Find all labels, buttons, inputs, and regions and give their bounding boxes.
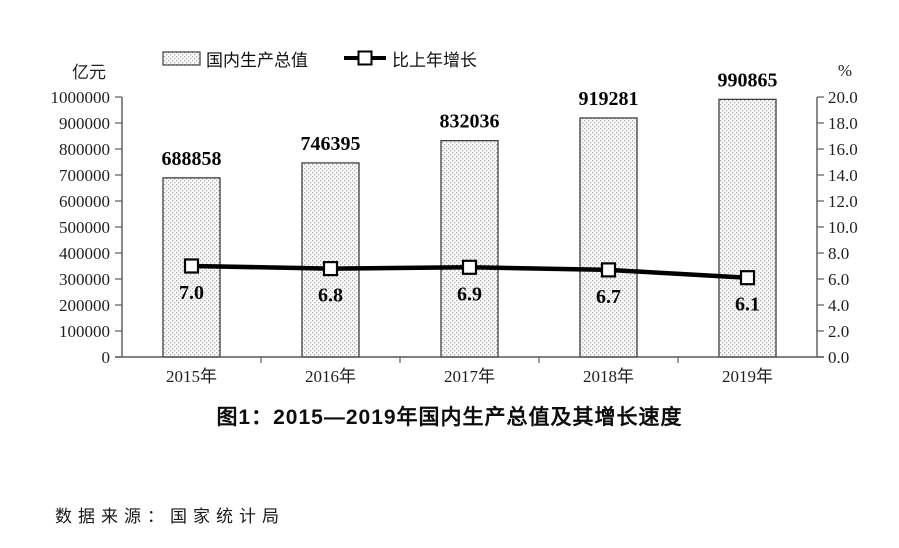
right-axis-tick-label: 14.0 [828, 166, 858, 185]
chart-svg: 国内生产总值 比上年增长 亿元 % 0 100000 200000 300000 400… [51, 50, 858, 386]
right-axis-tick-label: 18.0 [828, 114, 858, 133]
left-axis-tick-label: 300000 [59, 270, 110, 289]
x-axis-category-label: 2016年 [305, 367, 356, 386]
bar-value-label: 688858 [162, 148, 222, 170]
left-axis-tick-label: 700000 [59, 166, 110, 185]
line-marker [600, 262, 617, 278]
left-axis-tick-label: 800000 [59, 140, 110, 159]
right-axis-tick-label: 8.0 [828, 244, 849, 263]
x-axis-category-label: 2018年 [583, 367, 634, 386]
left-axis-tick-label: 400000 [59, 244, 110, 263]
data-labels-group: 688858 746395 832036 919281 990865 7.0 6.8 6.9 6… [162, 69, 778, 315]
left-axis-tick-label: 900000 [59, 114, 110, 133]
chart-title: 图1：2015—2019年国内生产总值及其增长速度 [216, 406, 683, 429]
line-marker [322, 261, 339, 277]
legend-bar-swatch-icon [162, 51, 201, 66]
x-axis-category-label: 2015年 [166, 367, 217, 386]
right-axis-tick-label: 4.0 [828, 296, 849, 315]
line-series-group [183, 258, 756, 286]
bar-value-label: 919281 [579, 88, 639, 110]
right-axis-tick-label: 2.0 [828, 322, 849, 341]
legend-marker-swatch-icon [357, 50, 373, 66]
line-marker [739, 270, 756, 286]
ticks-group: 0 100000 200000 300000 400000 500000 600000 700… [51, 88, 858, 386]
bar [718, 98, 777, 358]
x-axis-category-label: 2017年 [444, 367, 495, 386]
right-axis-tick-label: 16.0 [828, 140, 858, 159]
bar [301, 162, 360, 358]
bar-value-label: 746395 [301, 133, 361, 155]
bar-value-label: 990865 [718, 69, 778, 91]
line-marker [461, 259, 478, 275]
line-value-label: 6.7 [596, 286, 621, 308]
legend-label-growth: 比上年增长 [392, 51, 477, 70]
left-axis-tick-label: 600000 [59, 192, 110, 211]
bar-value-label: 832036 [440, 111, 500, 133]
bar [579, 117, 638, 358]
line-value-label: 6.8 [318, 285, 343, 307]
left-axis-tick-label: 200000 [59, 296, 110, 315]
right-axis-tick-label: 10.0 [828, 218, 858, 237]
right-axis-unit-label: % [838, 61, 852, 80]
left-axis-unit-label: 亿元 [72, 63, 106, 82]
line-marker [183, 258, 200, 274]
chart-legend: 国内生产总值 比上年增长 [162, 50, 477, 70]
legend-label-gdp: 国内生产总值 [206, 51, 308, 70]
x-axis-category-label: 2019年 [722, 367, 773, 386]
right-axis-tick-label: 20.0 [828, 88, 858, 107]
right-axis-tick-label: 6.0 [828, 270, 849, 289]
data-source-note: 数据来源：国家统计局 [55, 507, 285, 526]
line-value-label: 7.0 [179, 282, 204, 304]
left-axis-tick-label: 1000000 [51, 88, 111, 107]
line-value-label: 6.9 [457, 283, 482, 305]
left-axis-tick-label: 100000 [59, 322, 110, 341]
right-axis-tick-label: 0.0 [828, 348, 849, 367]
right-axis-tick-label: 12.0 [828, 192, 858, 211]
left-axis-tick-label: 0 [102, 348, 111, 367]
bar [440, 140, 499, 358]
bars-group [162, 98, 777, 358]
line-value-label: 6.1 [735, 294, 760, 316]
left-axis-tick-label: 500000 [59, 218, 110, 237]
